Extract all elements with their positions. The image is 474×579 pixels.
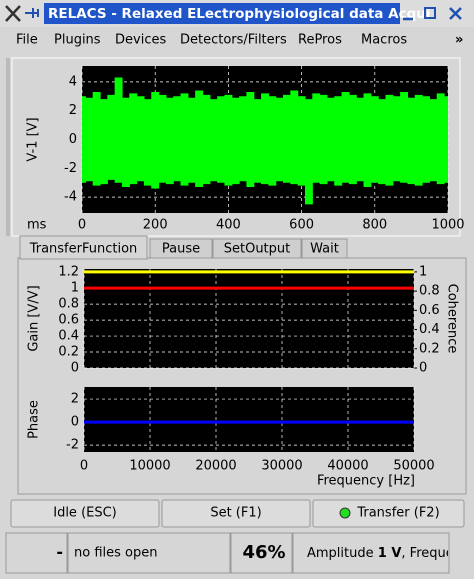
tab-label[interactable]: Wait [310,242,339,257]
status-files: no files open [74,546,157,561]
y-tick-label: 0 [71,361,79,376]
menu-more[interactable]: » [455,33,463,48]
y-axis-label: V-1 [V] [26,117,41,161]
window-title: RELACS - Relaxed ELectrophysiological da… [48,6,430,22]
x-axis-label: ms [27,218,47,233]
y-tick-label: 0.2 [58,345,79,360]
y-tick-label: 0.8 [58,297,79,312]
y-tick-label: 1 [71,281,79,296]
y-tick-label: 2 [69,103,77,118]
y-tick-label: 0 [71,415,79,430]
status-cell [67,532,231,574]
tab-label[interactable]: TransferFunction [29,242,138,257]
tab-label[interactable]: Pause [162,242,200,257]
x-tick-label: 10000 [129,459,170,474]
y2-tick-label: 0.6 [419,303,440,318]
splitter[interactable] [6,58,10,236]
y-axis-label: Gain [V/V] [27,285,42,351]
x-axis-label: Frequency [Hz] [317,474,415,489]
button-row: Idle (ESC) Set (F1) Transfer (F2) [10,499,465,528]
y-tick-label: 2 [71,392,79,407]
x-tick-label: 30000 [261,459,302,474]
tab-bar: TransferFunction Pause SetOutput Wait [19,235,348,260]
tab[interactable] [149,238,213,259]
title-highlight [44,3,400,24]
x-tick-label: 600 [289,218,314,233]
status-led [339,507,351,519]
x-tick-label: 1000 [431,218,464,233]
y-tick-label: 4 [69,74,77,89]
close-button[interactable] [449,7,462,20]
message-suffix: , Freque [401,546,453,561]
x-tick-label: 0 [80,459,88,474]
status-message: Amplitude 1 V, Freque [307,546,454,561]
y2-tick-label: 1 [419,264,427,279]
plot-area [84,387,414,452]
tab[interactable] [19,235,148,260]
x-tick-label: 50000 [393,459,434,474]
tab-label[interactable]: SetOutput [224,242,291,257]
y2-tick-label: 0.4 [419,322,440,337]
status-cell [5,532,68,574]
y-tick-label: 0.4 [58,329,79,344]
menu-item[interactable]: Devices [115,33,166,48]
x-tick-label: 800 [362,218,387,233]
y2-tick-label: 0.2 [419,341,440,356]
y-tick-label: -2 [66,438,79,453]
button[interactable] [10,499,160,528]
y2-axis-label: Coherence [445,284,460,354]
button[interactable] [312,499,465,528]
tab[interactable] [301,238,348,259]
button-label[interactable]: Idle (ESC) [53,506,117,521]
x-tick-label: 200 [143,218,168,233]
trace [82,77,448,205]
x-tick-label: 400 [216,218,241,233]
button-label[interactable]: Set (F1) [210,506,261,521]
pin-button[interactable] [25,8,39,18]
menu-item[interactable]: Macros [361,33,407,48]
maximize-button[interactable] [424,7,436,19]
y-tick-label: 0.6 [58,313,79,328]
y2-tick-label: 0 [419,361,427,376]
menu-item[interactable]: File [16,33,38,48]
app-icon [5,5,21,22]
y-tick-label: 0 [69,132,77,147]
menu-bar: File Plugins Devices Detectors/Filters RePro… [16,33,463,48]
status-cell [292,532,450,574]
y-tick-label: -2 [64,161,77,176]
menu-item[interactable]: Plugins [54,33,101,48]
plot-area [84,269,414,368]
x-tick-label: 0 [78,218,86,233]
y-tick-label: -4 [64,190,77,205]
status-state: - [56,543,63,562]
button-label[interactable]: Transfer (F2) [356,506,439,521]
status-load: 46% [242,542,285,563]
status-cell [230,532,293,574]
x-tick-label: 40000 [327,459,368,474]
y-axis-label: Phase [27,400,42,439]
tab[interactable] [212,238,302,259]
menu-item[interactable]: RePros [298,33,342,48]
y2-tick-label: 0.8 [419,284,440,299]
message-prefix: Amplitude [307,546,378,561]
button[interactable] [161,499,311,528]
y-tick-label: 1.2 [58,265,79,280]
message-value: 1 V [378,546,402,561]
x-tick-label: 20000 [195,459,236,474]
menu-item[interactable]: Detectors/Filters [180,33,287,48]
